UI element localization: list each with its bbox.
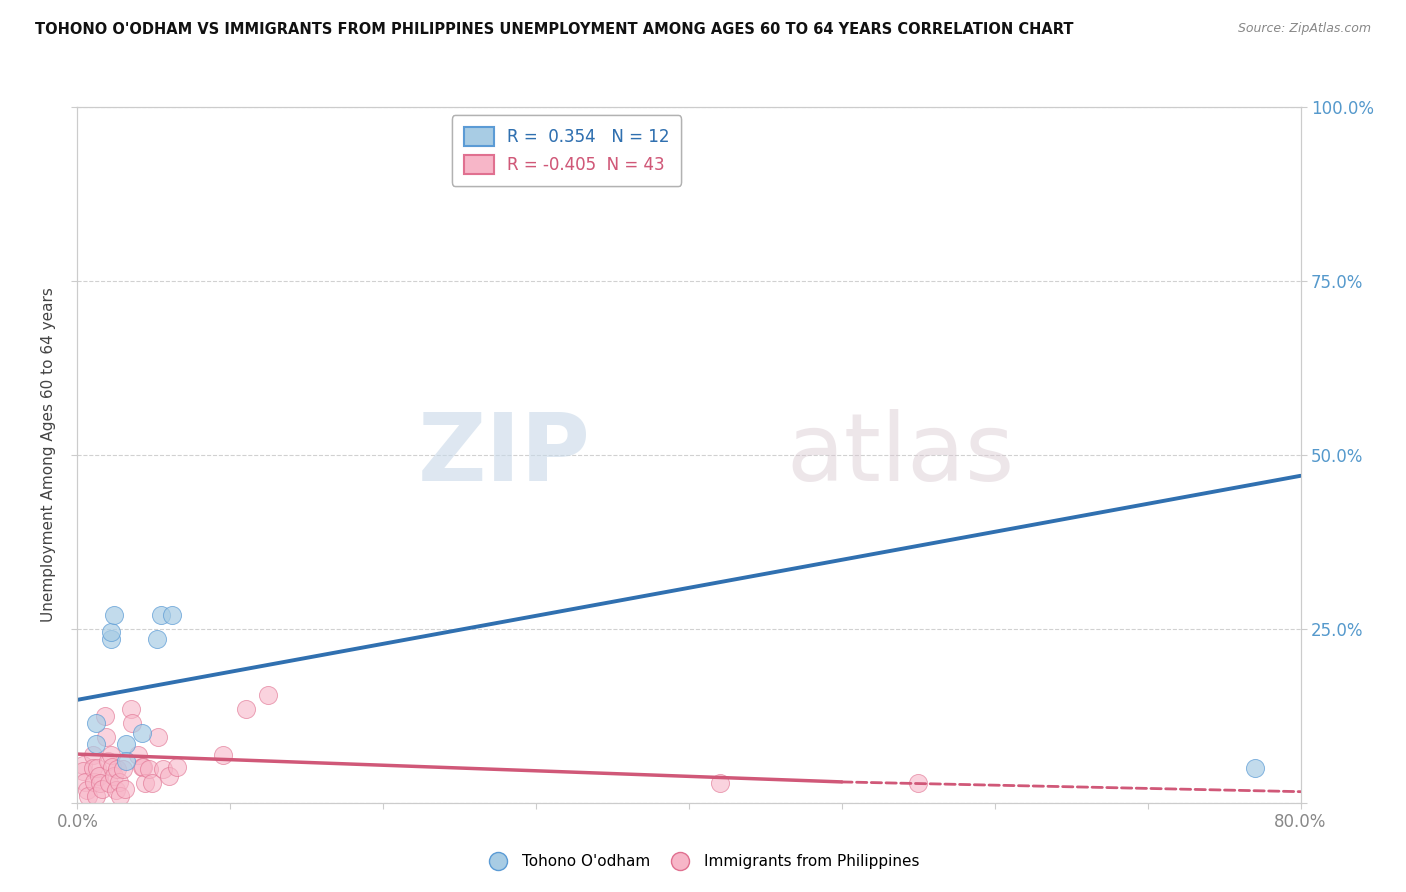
Text: TOHONO O'ODHAM VS IMMIGRANTS FROM PHILIPPINES UNEMPLOYMENT AMONG AGES 60 TO 64 Y: TOHONO O'ODHAM VS IMMIGRANTS FROM PHILIP…	[35, 22, 1074, 37]
Legend: Tohono O'odham, Immigrants from Philippines: Tohono O'odham, Immigrants from Philippi…	[481, 848, 925, 875]
Text: Source: ZipAtlas.com: Source: ZipAtlas.com	[1237, 22, 1371, 36]
Text: atlas: atlas	[787, 409, 1015, 501]
Text: ZIP: ZIP	[418, 409, 591, 501]
Legend: R =  0.354   N = 12, R = -0.405  N = 43: R = 0.354 N = 12, R = -0.405 N = 43	[453, 115, 681, 186]
Y-axis label: Unemployment Among Ages 60 to 64 years: Unemployment Among Ages 60 to 64 years	[41, 287, 56, 623]
